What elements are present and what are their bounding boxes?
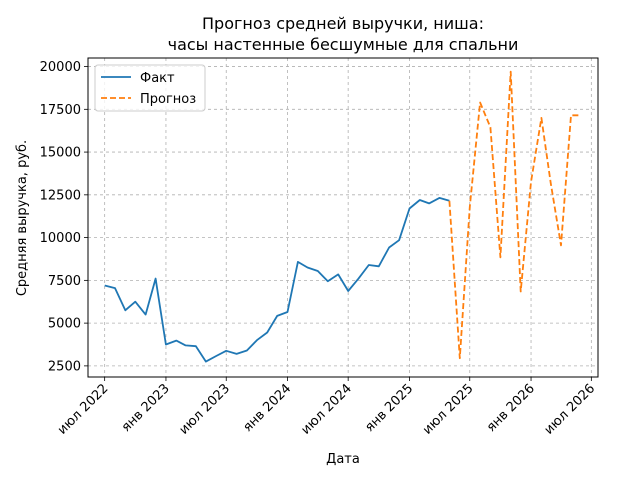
grid	[88, 58, 598, 377]
y-tick-label: 10000	[40, 231, 81, 246]
legend: Факт Прогноз	[94, 64, 206, 112]
y-tick-label: 15000	[40, 146, 81, 161]
y-tick-label: 7500	[48, 274, 81, 289]
y-tick-label: 12500	[40, 188, 81, 203]
y-tick-label: 17500	[40, 103, 81, 118]
legend-label-fact: Факт	[140, 71, 175, 86]
series-line-fact	[104, 196, 450, 363]
y-tick-label: 20000	[40, 60, 81, 75]
y-axis-label: Средняя выручка, руб.	[15, 140, 30, 296]
legend-label-forecast: Прогноз	[140, 92, 196, 107]
chart-title-line2: часы настенные бесшумные для спальни	[168, 35, 519, 54]
x-axis-label: Дата	[326, 452, 360, 467]
y-tick-label: 5000	[48, 317, 81, 332]
plot-frame	[87, 57, 599, 378]
series-line-forecast	[448, 70, 582, 360]
y-tick-label: 2500	[48, 359, 81, 374]
series-layer	[104, 70, 582, 363]
chart-title-line1: Прогноз средней выручки, ниша:	[202, 14, 484, 33]
